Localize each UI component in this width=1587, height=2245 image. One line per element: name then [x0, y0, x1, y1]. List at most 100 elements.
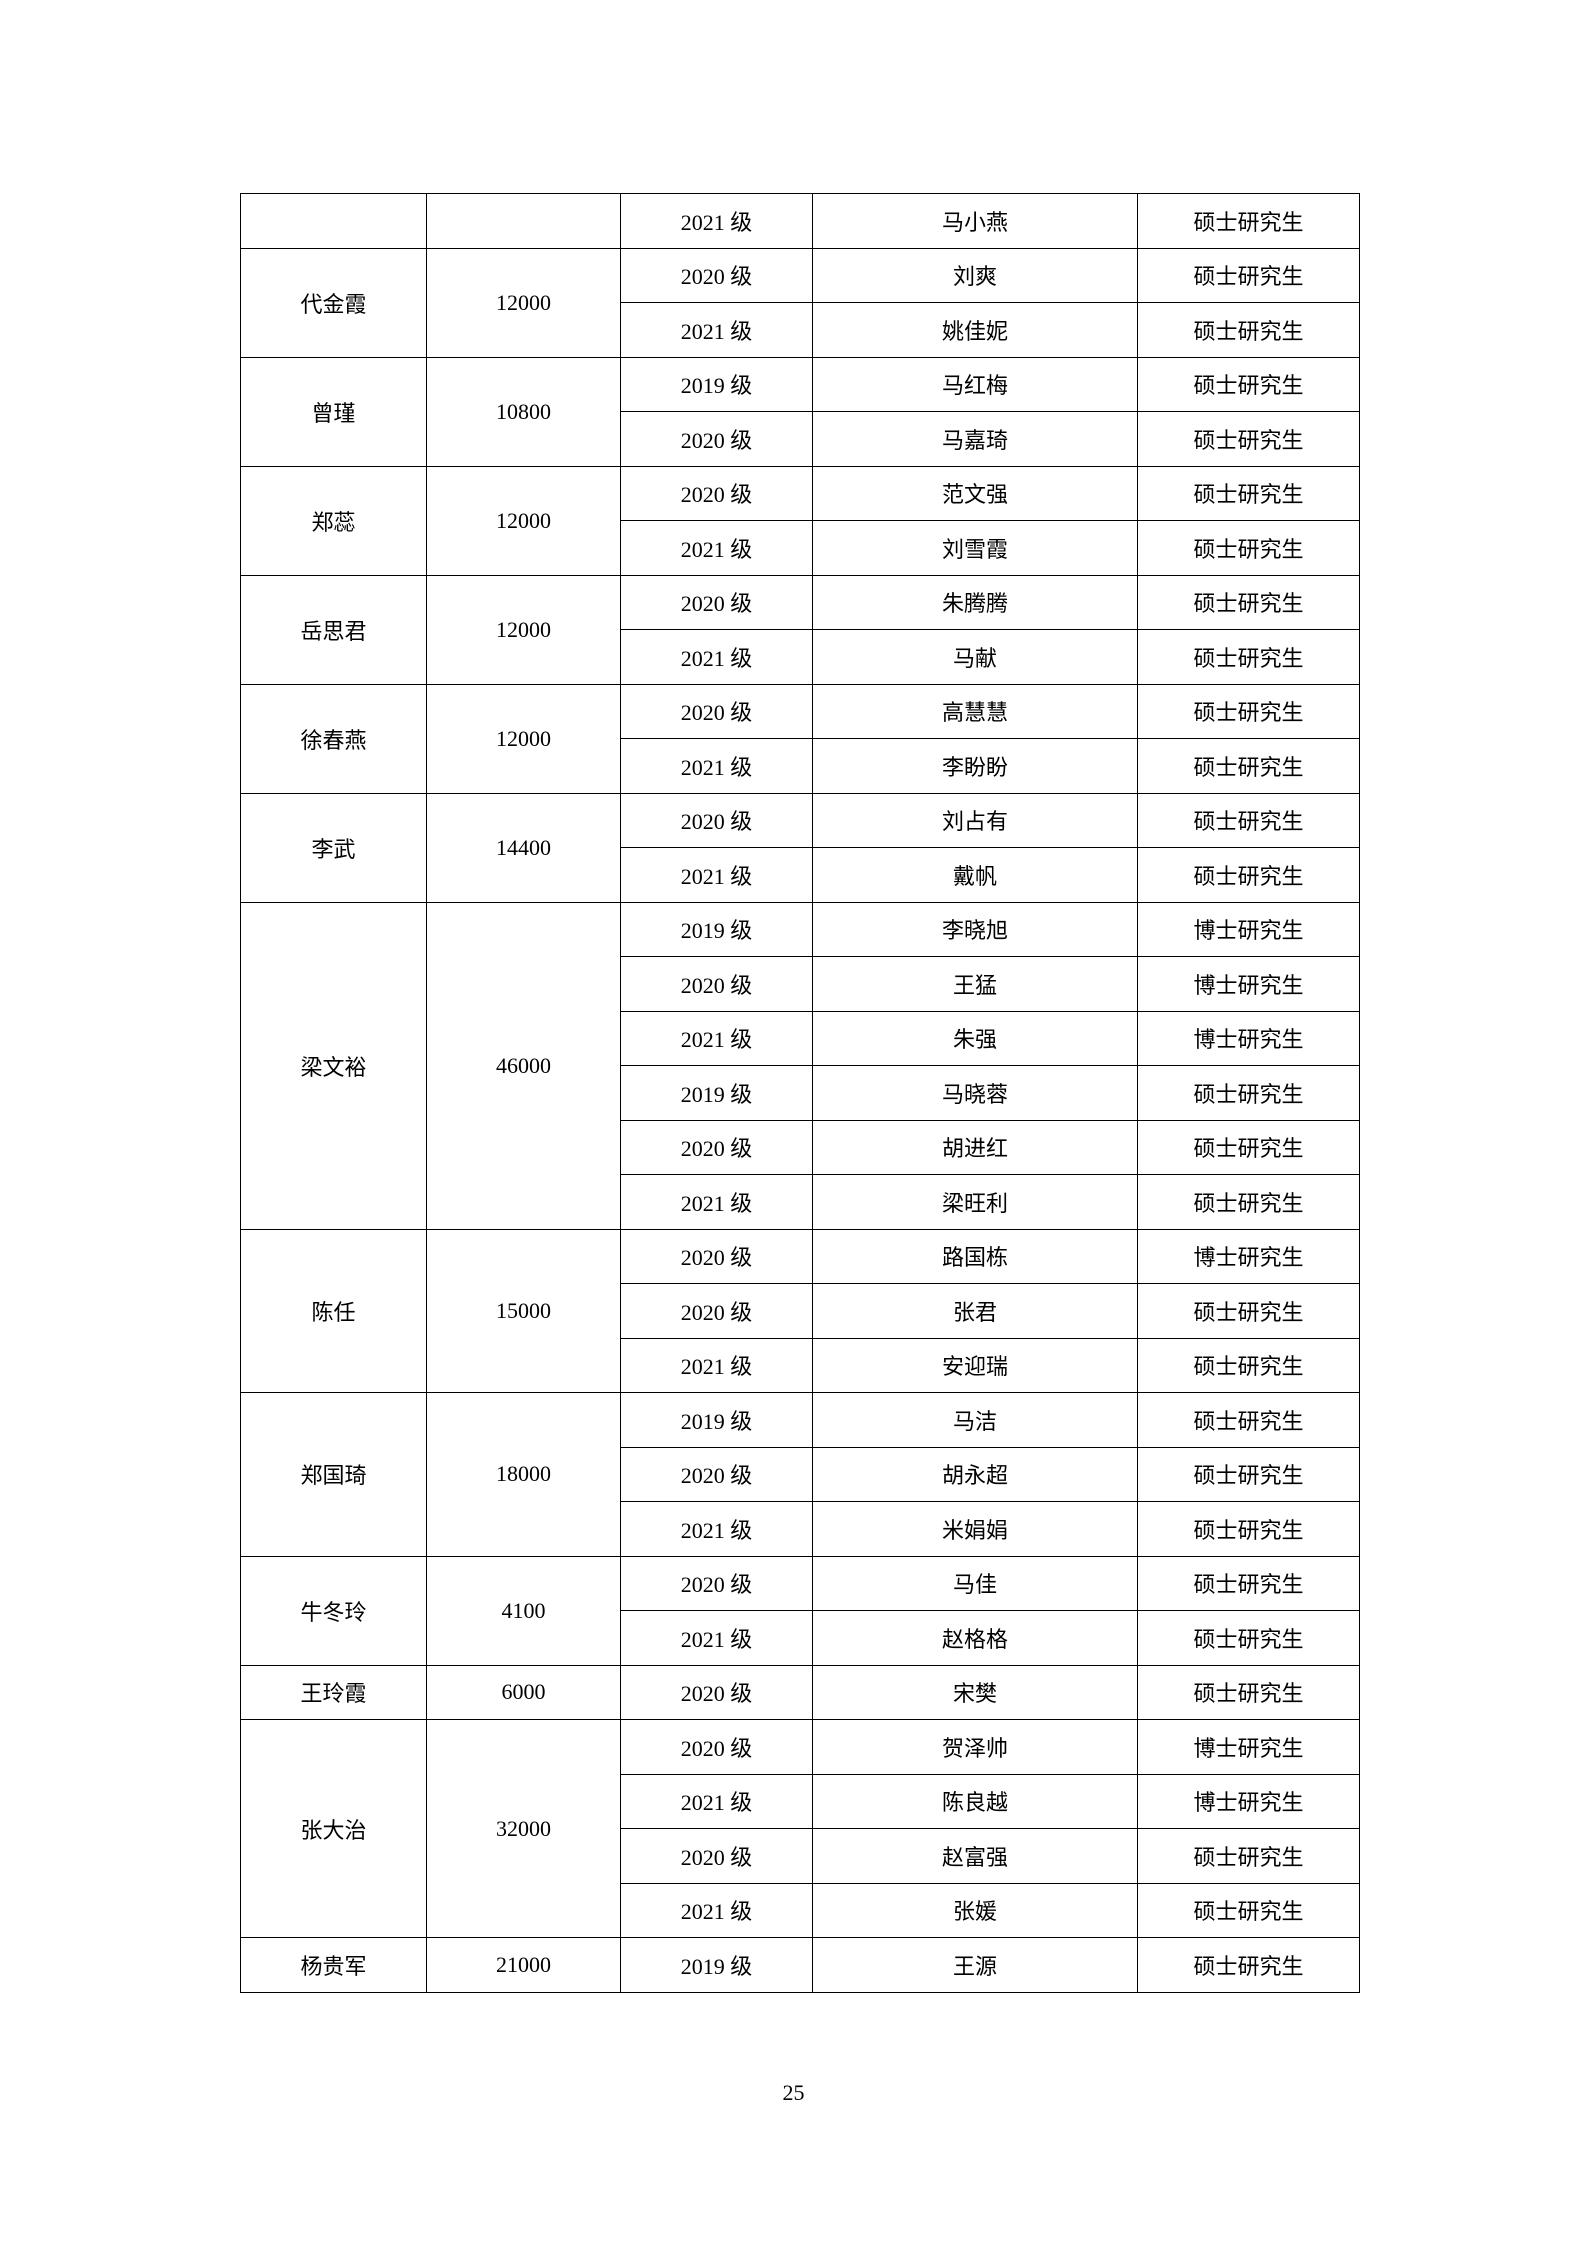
degree-type-cell: 硕士研究生: [1137, 847, 1360, 903]
teacher-cell: 李武: [240, 792, 427, 903]
student-name-cell: 刘雪霞: [812, 520, 1138, 576]
teacher-cell: [240, 193, 427, 249]
grade-cell: 2020 级: [620, 411, 813, 467]
grade-cell: 2021 级: [620, 1773, 813, 1829]
teacher-cell: 张大治: [240, 1719, 427, 1938]
grade-cell: 2020 级: [620, 1719, 813, 1775]
amount-cell: 21000: [426, 1937, 621, 1993]
student-name-cell: 路国栋: [812, 1228, 1138, 1284]
degree-type-cell: 硕士研究生: [1137, 1065, 1360, 1121]
grade-cell: 2020 级: [620, 683, 813, 739]
student-name-cell: 赵富强: [812, 1828, 1138, 1884]
grade-cell: 2021 级: [620, 1882, 813, 1938]
degree-type-cell: 硕士研究生: [1137, 629, 1360, 685]
student-name-cell: 姚佳妮: [812, 302, 1138, 358]
teacher-cell: 杨贵军: [240, 1937, 427, 1993]
amount-cell: 12000: [426, 247, 621, 358]
table-row: 郑国琦 18000 2019 级马洁 硕士研究生: [240, 1392, 1360, 1557]
student-name-cell: 张媛: [812, 1882, 1138, 1938]
table-row: 2021 级戴帆 硕士研究生: [241, 847, 1360, 903]
table-row: 2019 级马晓蓉 硕士研究生: [241, 1065, 1360, 1121]
grade-cell: 2019 级: [620, 356, 813, 412]
student-name-cell: 陈良越: [812, 1773, 1138, 1829]
degree-type-cell: 硕士研究生: [1137, 1610, 1360, 1666]
degree-type-cell: 硕士研究生: [1137, 574, 1360, 630]
table-row: 2021 级米娟娟 硕士研究生: [241, 1501, 1360, 1557]
degree-type-cell: 硕士研究生: [1137, 411, 1360, 467]
degree-type-cell: 硕士研究生: [1137, 792, 1360, 848]
table-row: 代金霞 12000 2020 级刘爽 硕士研究生: [240, 247, 1360, 358]
student-name-cell: 高慧慧: [812, 683, 1138, 739]
table-row: 2020 级王猛 博士研究生: [241, 956, 1360, 1012]
teacher-cell: 曾瑾: [240, 356, 427, 467]
grade-cell: 2019 级: [620, 1937, 813, 1993]
table-row: 徐春燕 12000 2020 级高慧慧 硕士研究生: [240, 683, 1360, 794]
student-name-cell: 李盼盼: [812, 738, 1138, 794]
student-name-cell: 胡永超: [812, 1446, 1138, 1502]
table-row: 牛冬玲 4100 2020 级马佳 硕士研究生: [240, 1555, 1360, 1666]
degree-type-cell: 硕士研究生: [1137, 193, 1360, 249]
degree-type-cell: 硕士研究生: [1137, 1174, 1360, 1230]
table-row: 杨贵军 21000 2019 级王源 硕士研究生: [240, 1937, 1360, 1993]
funding-table: 2021 级马小燕 硕士研究生 代金霞 12000 2020 级刘爽 硕士研究生 2021 …: [240, 193, 1360, 1993]
amount-cell: 12000: [426, 574, 621, 685]
grade-cell: 2021 级: [620, 1010, 813, 1066]
grade-cell: 2021 级: [620, 1501, 813, 1557]
degree-type-cell: 硕士研究生: [1137, 1555, 1360, 1611]
student-name-cell: 戴帆: [812, 847, 1138, 903]
student-name-cell: 范文强: [812, 465, 1138, 521]
student-name-cell: 安迎瑞: [812, 1337, 1138, 1393]
student-name-cell: 胡进红: [812, 1119, 1138, 1175]
degree-type-cell: 博士研究生: [1137, 1773, 1360, 1829]
table-row: 2021 级刘雪霞 硕士研究生: [241, 520, 1360, 576]
table-row: 曾瑾 10800 2019 级马红梅 硕士研究生: [240, 356, 1360, 467]
student-name-cell: 宋樊: [812, 1664, 1138, 1720]
table-row: 2021 级马小燕 硕士研究生: [240, 193, 1360, 249]
amount-cell: 4100: [426, 1555, 621, 1666]
table-row: 2021 级梁旺利 硕士研究生: [241, 1174, 1360, 1230]
degree-type-cell: 硕士研究生: [1137, 683, 1360, 739]
table-row: 梁文裕 46000 2019 级李晓旭 博士研究生: [240, 901, 1360, 1230]
teacher-cell: 梁文裕: [240, 901, 427, 1230]
grade-cell: 2019 级: [620, 1392, 813, 1448]
teacher-cell: 徐春燕: [240, 683, 427, 794]
student-name-cell: 贺泽帅: [812, 1719, 1138, 1775]
grade-cell: 2020 级: [620, 1446, 813, 1502]
student-name-cell: 赵格格: [812, 1610, 1138, 1666]
table-body: 2021 级马小燕 硕士研究生 代金霞 12000 2020 级刘爽 硕士研究生 2021 …: [240, 193, 1360, 1993]
degree-type-cell: 硕士研究生: [1137, 1501, 1360, 1557]
teacher-cell: 岳思君: [240, 574, 427, 685]
teacher-cell: 郑国琦: [240, 1392, 427, 1557]
table-row: 王玲霞 6000 2020 级宋樊 硕士研究生: [240, 1664, 1360, 1720]
amount-cell: 18000: [426, 1392, 621, 1557]
student-name-cell: 马佳: [812, 1555, 1138, 1611]
teacher-cell: 牛冬玲: [240, 1555, 427, 1666]
grade-cell: 2020 级: [620, 1228, 813, 1284]
table-row: 2021 级朱强 博士研究生: [241, 1010, 1360, 1066]
degree-type-cell: 博士研究生: [1137, 1010, 1360, 1066]
table-row: 2020 级张君 硕士研究生: [241, 1283, 1360, 1339]
degree-type-cell: 硕士研究生: [1137, 465, 1360, 521]
grade-cell: 2020 级: [620, 1119, 813, 1175]
teacher-cell: 王玲霞: [240, 1664, 427, 1720]
degree-type-cell: 硕士研究生: [1137, 1446, 1360, 1502]
student-name-cell: 马晓蓉: [812, 1065, 1138, 1121]
table-row: 2021 级姚佳妮 硕士研究生: [241, 302, 1360, 358]
amount-cell: [426, 193, 621, 249]
degree-type-cell: 博士研究生: [1137, 1228, 1360, 1284]
student-name-cell: 朱腾腾: [812, 574, 1138, 630]
teacher-cell: 代金霞: [240, 247, 427, 358]
degree-type-cell: 硕士研究生: [1137, 1119, 1360, 1175]
degree-type-cell: 博士研究生: [1137, 956, 1360, 1012]
student-name-cell: 马嘉琦: [812, 411, 1138, 467]
grade-cell: 2020 级: [620, 574, 813, 630]
degree-type-cell: 硕士研究生: [1137, 738, 1360, 794]
amount-cell: 32000: [426, 1719, 621, 1938]
student-name-cell: 马红梅: [812, 356, 1138, 412]
amount-cell: 14400: [426, 792, 621, 903]
table-row: 陈任 15000 2020 级路国栋 博士研究生: [240, 1228, 1360, 1393]
amount-cell: 6000: [426, 1664, 621, 1720]
grade-cell: 2020 级: [620, 1828, 813, 1884]
student-name-cell: 梁旺利: [812, 1174, 1138, 1230]
table-row: 李武 14400 2020 级刘占有 硕士研究生: [240, 792, 1360, 903]
